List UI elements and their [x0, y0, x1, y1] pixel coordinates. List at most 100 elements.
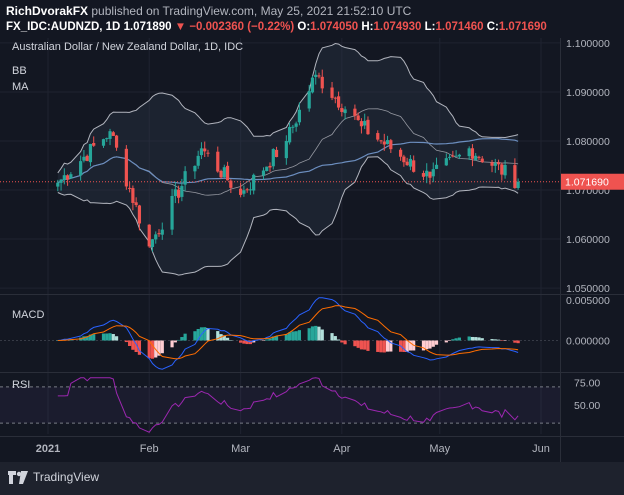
candle-body	[274, 149, 279, 158]
macd-histogram-bar	[333, 336, 337, 341]
candle-body	[219, 170, 223, 178]
chart-area[interactable]: 1.100000 1.090000 1.080000 1.070000 1.060000…	[0, 38, 624, 495]
header-bar: RichDvorakFX published on TradingView.co…	[0, 0, 624, 38]
candle-body	[128, 187, 132, 189]
macd-histogram-bar	[330, 333, 334, 341]
candle-body	[343, 109, 347, 114]
candle-body	[229, 180, 233, 188]
macd-histogram-bar	[500, 340, 504, 341]
candle-body	[154, 234, 158, 240]
candle-body	[176, 189, 181, 198]
candle-body	[222, 167, 226, 178]
price-tick-label: 1.090000	[566, 87, 610, 99]
rsi-label: RSI	[12, 379, 30, 391]
candle-body	[114, 135, 119, 148]
candle-body	[425, 170, 429, 177]
high-label: H:	[361, 21, 374, 33]
macd-histogram-bar	[196, 328, 200, 341]
macd-histogram-bar	[477, 337, 481, 341]
high-value: 1.074930	[373, 21, 422, 33]
macd-histogram-bar	[101, 333, 106, 341]
macd-histogram-bar	[114, 336, 119, 341]
macd-histogram-bar	[137, 340, 142, 355]
candle-body	[444, 158, 448, 166]
candle-body	[294, 123, 298, 127]
macd-histogram-bar	[353, 340, 357, 347]
candle-body	[310, 77, 315, 93]
candle-body	[245, 189, 249, 191]
macd-histogram-bar	[425, 340, 429, 350]
macd-histogram-bar	[242, 340, 246, 344]
candle-body	[62, 175, 66, 180]
macd-histogram-bar	[336, 339, 341, 341]
macd-histogram-bar	[222, 335, 226, 341]
macd-label: MACD	[12, 309, 44, 321]
candle-body	[477, 156, 481, 158]
candle-body	[183, 171, 187, 185]
candle-body	[284, 140, 288, 159]
candle-body	[196, 155, 200, 166]
chart-svg[interactable]: 1.1000001.0900001.0800001.0700001.060000…	[0, 38, 624, 462]
candle-body	[376, 133, 380, 140]
candle-body	[193, 165, 197, 172]
open-label: O:	[297, 21, 311, 33]
candle-body	[239, 188, 243, 195]
candle-body	[320, 76, 324, 89]
candle-body	[431, 169, 435, 177]
macd-histogram-bar	[265, 339, 269, 341]
candle-body	[457, 154, 461, 157]
rsi-line	[57, 377, 519, 433]
candle-body	[170, 195, 174, 230]
macd-histogram-bar	[496, 339, 501, 341]
macd-histogram-bar	[294, 331, 298, 341]
candle-body	[85, 155, 89, 161]
open-value: 1.074050	[310, 21, 359, 33]
publisher-name[interactable]: RichDvorakFX	[6, 4, 89, 18]
macd-histogram-bar	[405, 340, 409, 352]
candle-body	[69, 174, 73, 179]
candle-body	[242, 190, 246, 194]
macd-histogram-bar	[516, 340, 520, 344]
candle-body	[137, 205, 142, 224]
candle-body	[252, 174, 256, 191]
candle-body	[330, 87, 334, 98]
macd-histogram-bar	[421, 340, 426, 351]
candle-body	[225, 165, 230, 181]
candle-body	[265, 166, 269, 171]
macd-histogram-bar	[451, 339, 455, 341]
candle-body	[82, 156, 86, 161]
candle-body	[503, 164, 507, 176]
macd-histogram-bar	[363, 340, 367, 350]
macd-histogram-bar	[85, 336, 89, 341]
candle-body	[434, 164, 439, 169]
candle-body	[288, 127, 292, 143]
candle-body	[147, 224, 151, 247]
tradingview-logo[interactable]: TradingView	[8, 470, 99, 484]
candle-body	[412, 160, 416, 172]
macd-histogram-bar	[131, 340, 135, 350]
candle-body	[216, 151, 220, 172]
candle-body	[353, 108, 357, 116]
macd-histogram-bar	[147, 340, 151, 359]
macd-histogram-bar	[457, 337, 461, 341]
candle-body	[92, 143, 96, 146]
candle-body	[385, 140, 390, 145]
macd-histogram-bar	[297, 330, 301, 341]
candle-body	[366, 119, 370, 135]
macd-histogram-bar	[157, 340, 161, 356]
candle-body	[516, 181, 520, 188]
last-value: 1.071890	[123, 21, 172, 33]
macd-histogram-bar	[56, 340, 60, 341]
bb-lower-line	[57, 156, 519, 276]
price-tick-label: 1.060000	[566, 234, 610, 246]
candle-body	[379, 140, 383, 142]
candle-body	[261, 170, 266, 176]
candle-body	[317, 75, 321, 77]
macd-histogram-bar	[284, 334, 288, 341]
time-tick-label: 2021	[36, 443, 60, 455]
candle-body	[493, 162, 497, 166]
candle-body	[271, 149, 275, 167]
macd-histogram-bar	[203, 327, 207, 341]
macd-histogram-bar	[389, 340, 393, 352]
candle-body	[131, 188, 135, 203]
